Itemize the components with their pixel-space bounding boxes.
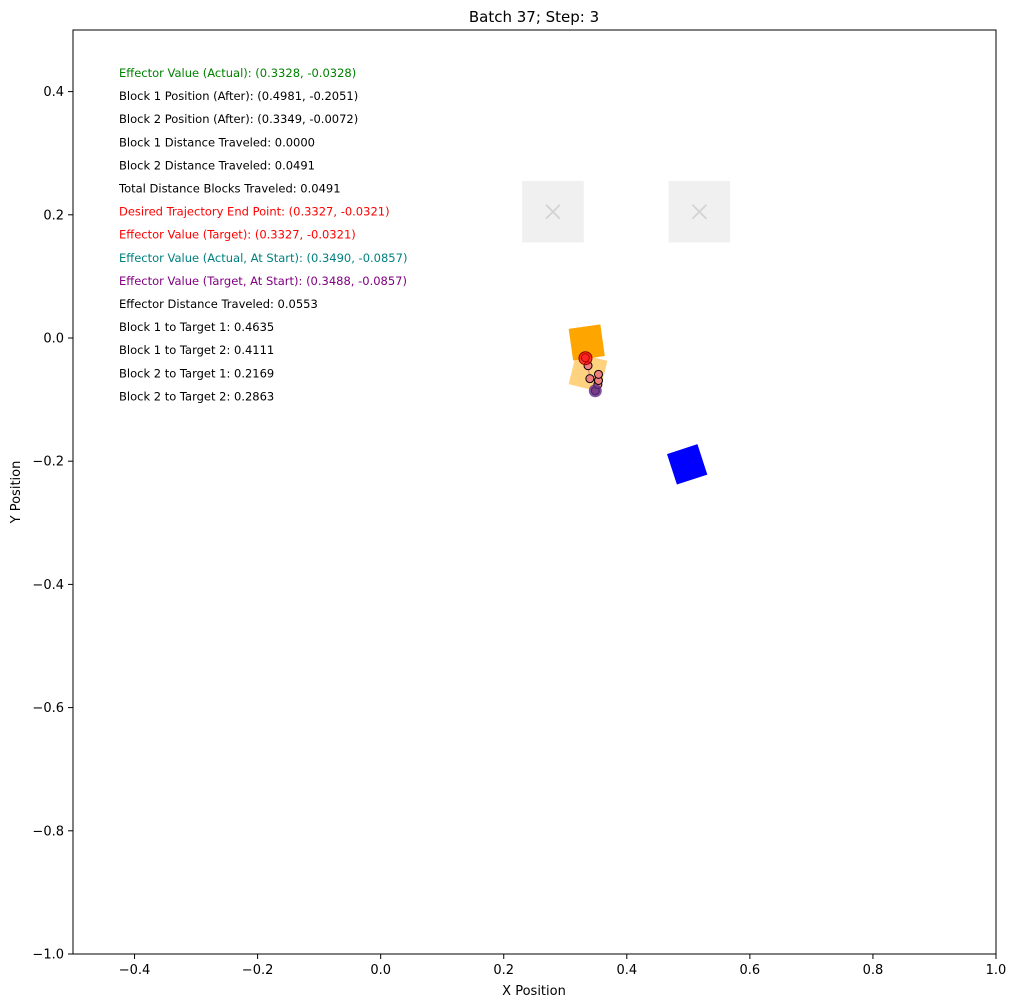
x-tick-label: −0.2 bbox=[242, 963, 274, 978]
info-line: Total Distance Blocks Traveled: 0.0491 bbox=[118, 182, 341, 196]
info-line: Block 1 Distance Traveled: 0.0000 bbox=[119, 135, 315, 149]
x-tick-label: 0.6 bbox=[740, 963, 761, 978]
info-line: Desired Trajectory End Point: (0.3327, -… bbox=[119, 205, 390, 219]
block-2 bbox=[568, 324, 605, 361]
y-axis: 0.4 0.2 0.0 −0.2 −0.4 −0.6 −0.8 −1.0 bbox=[32, 85, 73, 963]
y-tick-label: −1.0 bbox=[32, 948, 64, 963]
plot-area bbox=[522, 180, 731, 485]
y-axis-label: Y Position bbox=[9, 461, 24, 525]
info-line: Effector Value (Actual): (0.3328, -0.032… bbox=[119, 66, 356, 80]
info-line: Block 2 Distance Traveled: 0.0491 bbox=[119, 158, 315, 172]
x-tick-label: −0.4 bbox=[119, 963, 151, 978]
y-tick-label: −0.2 bbox=[32, 455, 64, 470]
trajectory-point bbox=[593, 369, 603, 379]
y-tick-label: 0.2 bbox=[43, 208, 64, 223]
info-line: Block 1 to Target 1: 0.4635 bbox=[119, 320, 274, 334]
x-tick-label: 0.2 bbox=[493, 963, 514, 978]
y-tick-label: −0.6 bbox=[32, 701, 64, 716]
x-tick-label: 1.0 bbox=[986, 963, 1007, 978]
start-marker bbox=[588, 384, 602, 398]
info-line: Block 1 to Target 2: 0.4111 bbox=[119, 343, 274, 357]
info-line: Effector Value (Actual, At Start): (0.34… bbox=[119, 251, 407, 265]
chart-title: Batch 37; Step: 3 bbox=[469, 8, 599, 26]
x-tick-label: 0.8 bbox=[863, 963, 884, 978]
info-line: Effector Value (Target): (0.3327, -0.032… bbox=[119, 228, 356, 242]
y-tick-label: 0.4 bbox=[43, 85, 64, 100]
axes-frame bbox=[72, 29, 997, 955]
info-line: Effector Distance Traveled: 0.0553 bbox=[119, 297, 318, 311]
x-axis-label: X Position bbox=[502, 984, 566, 999]
info-line: Block 2 to Target 2: 0.2863 bbox=[119, 389, 274, 403]
info-line: Effector Value (Target, At Start): (0.34… bbox=[119, 274, 407, 288]
y-tick-label: −0.8 bbox=[32, 824, 64, 839]
block-1 bbox=[667, 444, 708, 485]
info-line: Block 1 Position (After): (0.4981, -0.20… bbox=[119, 89, 358, 103]
end-marker bbox=[578, 351, 593, 366]
target-marker-2 bbox=[691, 204, 708, 220]
x-tick-label: 0.4 bbox=[616, 963, 637, 978]
x-axis: −0.4 −0.2 0.0 0.2 0.4 0.6 0.8 1.0 bbox=[119, 954, 1007, 978]
target-marker-1 bbox=[545, 204, 561, 220]
y-tick-label: 0.0 bbox=[43, 332, 64, 347]
info-line: Block 2 to Target 1: 0.2169 bbox=[119, 366, 274, 380]
info-line: Block 2 Position (After): (0.3349, -0.00… bbox=[119, 112, 358, 126]
y-tick-label: −0.4 bbox=[32, 578, 64, 593]
x-tick-label: 0.0 bbox=[370, 963, 391, 978]
annotations: Effector Value (Actual): (0.3328, -0.032… bbox=[118, 66, 407, 403]
trajectory-point bbox=[585, 374, 595, 384]
